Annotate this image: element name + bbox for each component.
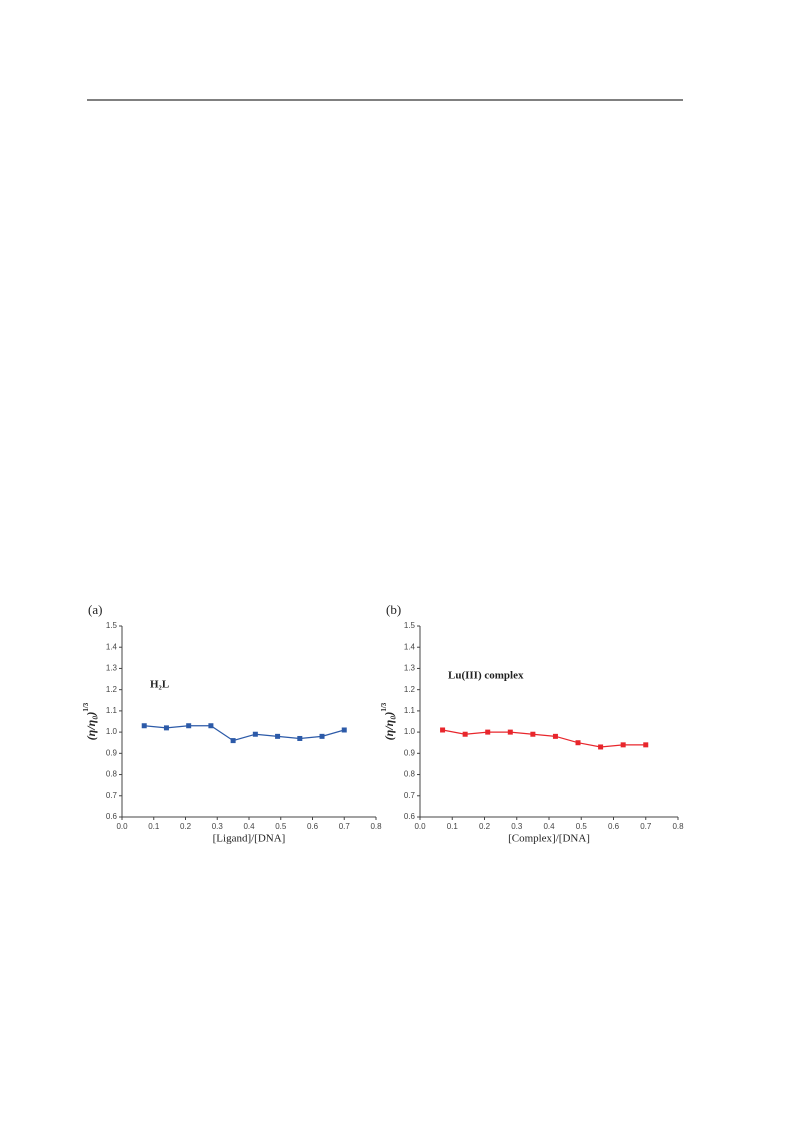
data-point [230,738,236,744]
y-tick-label: 0.9 [106,748,118,757]
x-tick-label: 0.2 [479,822,491,831]
y-axis-label-main: (η/η₀) [382,712,396,741]
y-axis-label: (η/η₀)1/3 [82,702,98,740]
data-point [620,742,626,748]
data-point [552,733,558,739]
data-point [208,723,214,729]
y-tick-label: 1.5 [404,621,416,630]
y-axis-label-main: (η/η₀) [84,712,98,741]
y-tick-label: 1.2 [106,685,118,694]
y-tick-label: 1.5 [106,621,118,630]
x-tick-label: 0.4 [243,822,255,831]
x-axis-label: [Ligand]/[DNA] [213,833,286,845]
y-tick-label: 1.0 [404,727,416,736]
data-point [141,723,147,729]
data-point [440,727,446,733]
data-point [341,727,347,733]
data-point [643,742,649,748]
annotation: Lu(III) complex [448,670,524,682]
y-tick-label: 0.8 [106,770,118,779]
data-point [575,740,581,746]
y-tick-label: 0.9 [404,748,416,757]
x-tick-label: 0.5 [576,822,588,831]
x-tick-label: 0.8 [370,822,382,831]
y-tick-label: 0.8 [404,770,416,779]
y-tick-label: 0.6 [404,812,416,821]
annotation: H₂L [150,679,169,691]
x-tick-label: 0.6 [608,822,620,831]
y-axis-label-sup: 1/3 [82,702,90,711]
y-tick-label: 0.7 [106,791,118,800]
data-point [462,731,468,737]
y-tick-label: 0.7 [404,791,416,800]
series-line [442,729,646,748]
x-axis-label: [Complex]/[DNA] [508,833,590,845]
x-tick-label: 0.7 [339,822,351,831]
x-tick-label: 0.7 [640,822,652,831]
y-tick-label: 1.4 [404,642,416,651]
panel-label: (b) [386,602,401,617]
panel-label: (a) [88,602,102,617]
y-tick-label: 1.3 [404,664,416,673]
x-tick-label: 0.1 [447,822,459,831]
x-tick-label: 0.0 [116,822,128,831]
data-point [530,731,536,737]
data-point [319,733,325,739]
x-tick-label: 0.6 [307,822,319,831]
y-tick-label: 0.6 [106,812,118,821]
y-tick-label: 1.1 [404,706,416,715]
data-point [507,729,513,735]
y-tick-label: 1.4 [106,642,118,651]
data-point [485,729,491,735]
data-point [163,725,169,731]
y-tick-label: 1.2 [404,685,416,694]
data-point [598,744,604,750]
x-tick-label: 0.1 [148,822,160,831]
x-tick-label: 0.4 [543,822,555,831]
y-tick-label: 1.3 [106,664,118,673]
data-point [252,731,258,737]
x-tick-label: 0.2 [180,822,192,831]
series-line [144,725,345,742]
y-axis-label: (η/η₀)1/3 [380,702,396,740]
x-tick-label: 0.0 [414,822,426,831]
x-tick-label: 0.8 [672,822,684,831]
data-point [186,723,192,729]
data-point [275,733,281,739]
x-tick-label: 0.3 [511,822,523,831]
y-tick-label: 1.1 [106,706,118,715]
data-point [297,735,303,741]
x-tick-label: 0.5 [275,822,287,831]
y-axis-label-sup: 1/3 [380,702,388,711]
x-tick-label: 0.3 [212,822,224,831]
y-tick-label: 1.0 [106,727,118,736]
